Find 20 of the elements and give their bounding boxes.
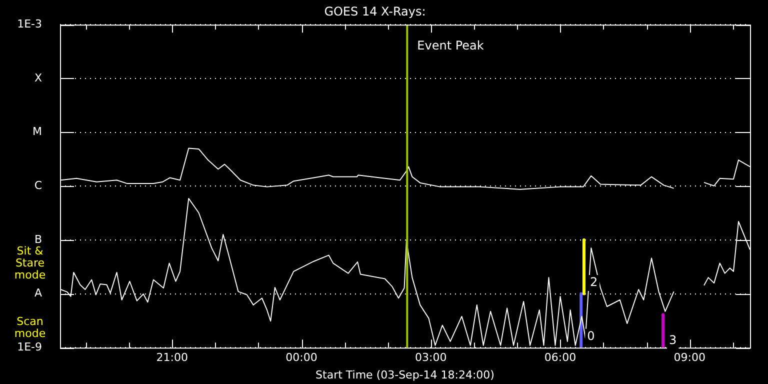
x-tick-label: 03:00 <box>415 351 447 364</box>
series-label: 3 <box>669 333 677 348</box>
x-tick-label: 06:00 <box>544 351 576 364</box>
chart-title: GOES 14 X-Rays: <box>324 4 426 19</box>
x-axis-title: Start Time (03-Sep-14 18:24:00) <box>316 368 494 382</box>
series-label: 0 <box>587 328 595 343</box>
ref-line-label: Event Peak <box>417 38 484 53</box>
y-tick-label: 1E-9 <box>17 340 42 354</box>
y-tick-label: X <box>34 71 42 84</box>
y-tick-label: A <box>34 286 42 300</box>
y-tick-label: 1E-3 <box>17 17 42 30</box>
text: Sit & Stare mode <box>14 244 46 282</box>
y-tick-label: B <box>34 232 42 246</box>
text: Scan mode <box>14 315 46 340</box>
x-tick-label: 09:00 <box>674 351 706 364</box>
x-tick-label: 21:00 <box>156 351 188 364</box>
series-label: 2 <box>590 275 598 290</box>
y-tick-label: C <box>34 178 42 192</box>
y-tick-label: M <box>32 125 42 138</box>
x-tick-label: 00:00 <box>286 351 318 364</box>
